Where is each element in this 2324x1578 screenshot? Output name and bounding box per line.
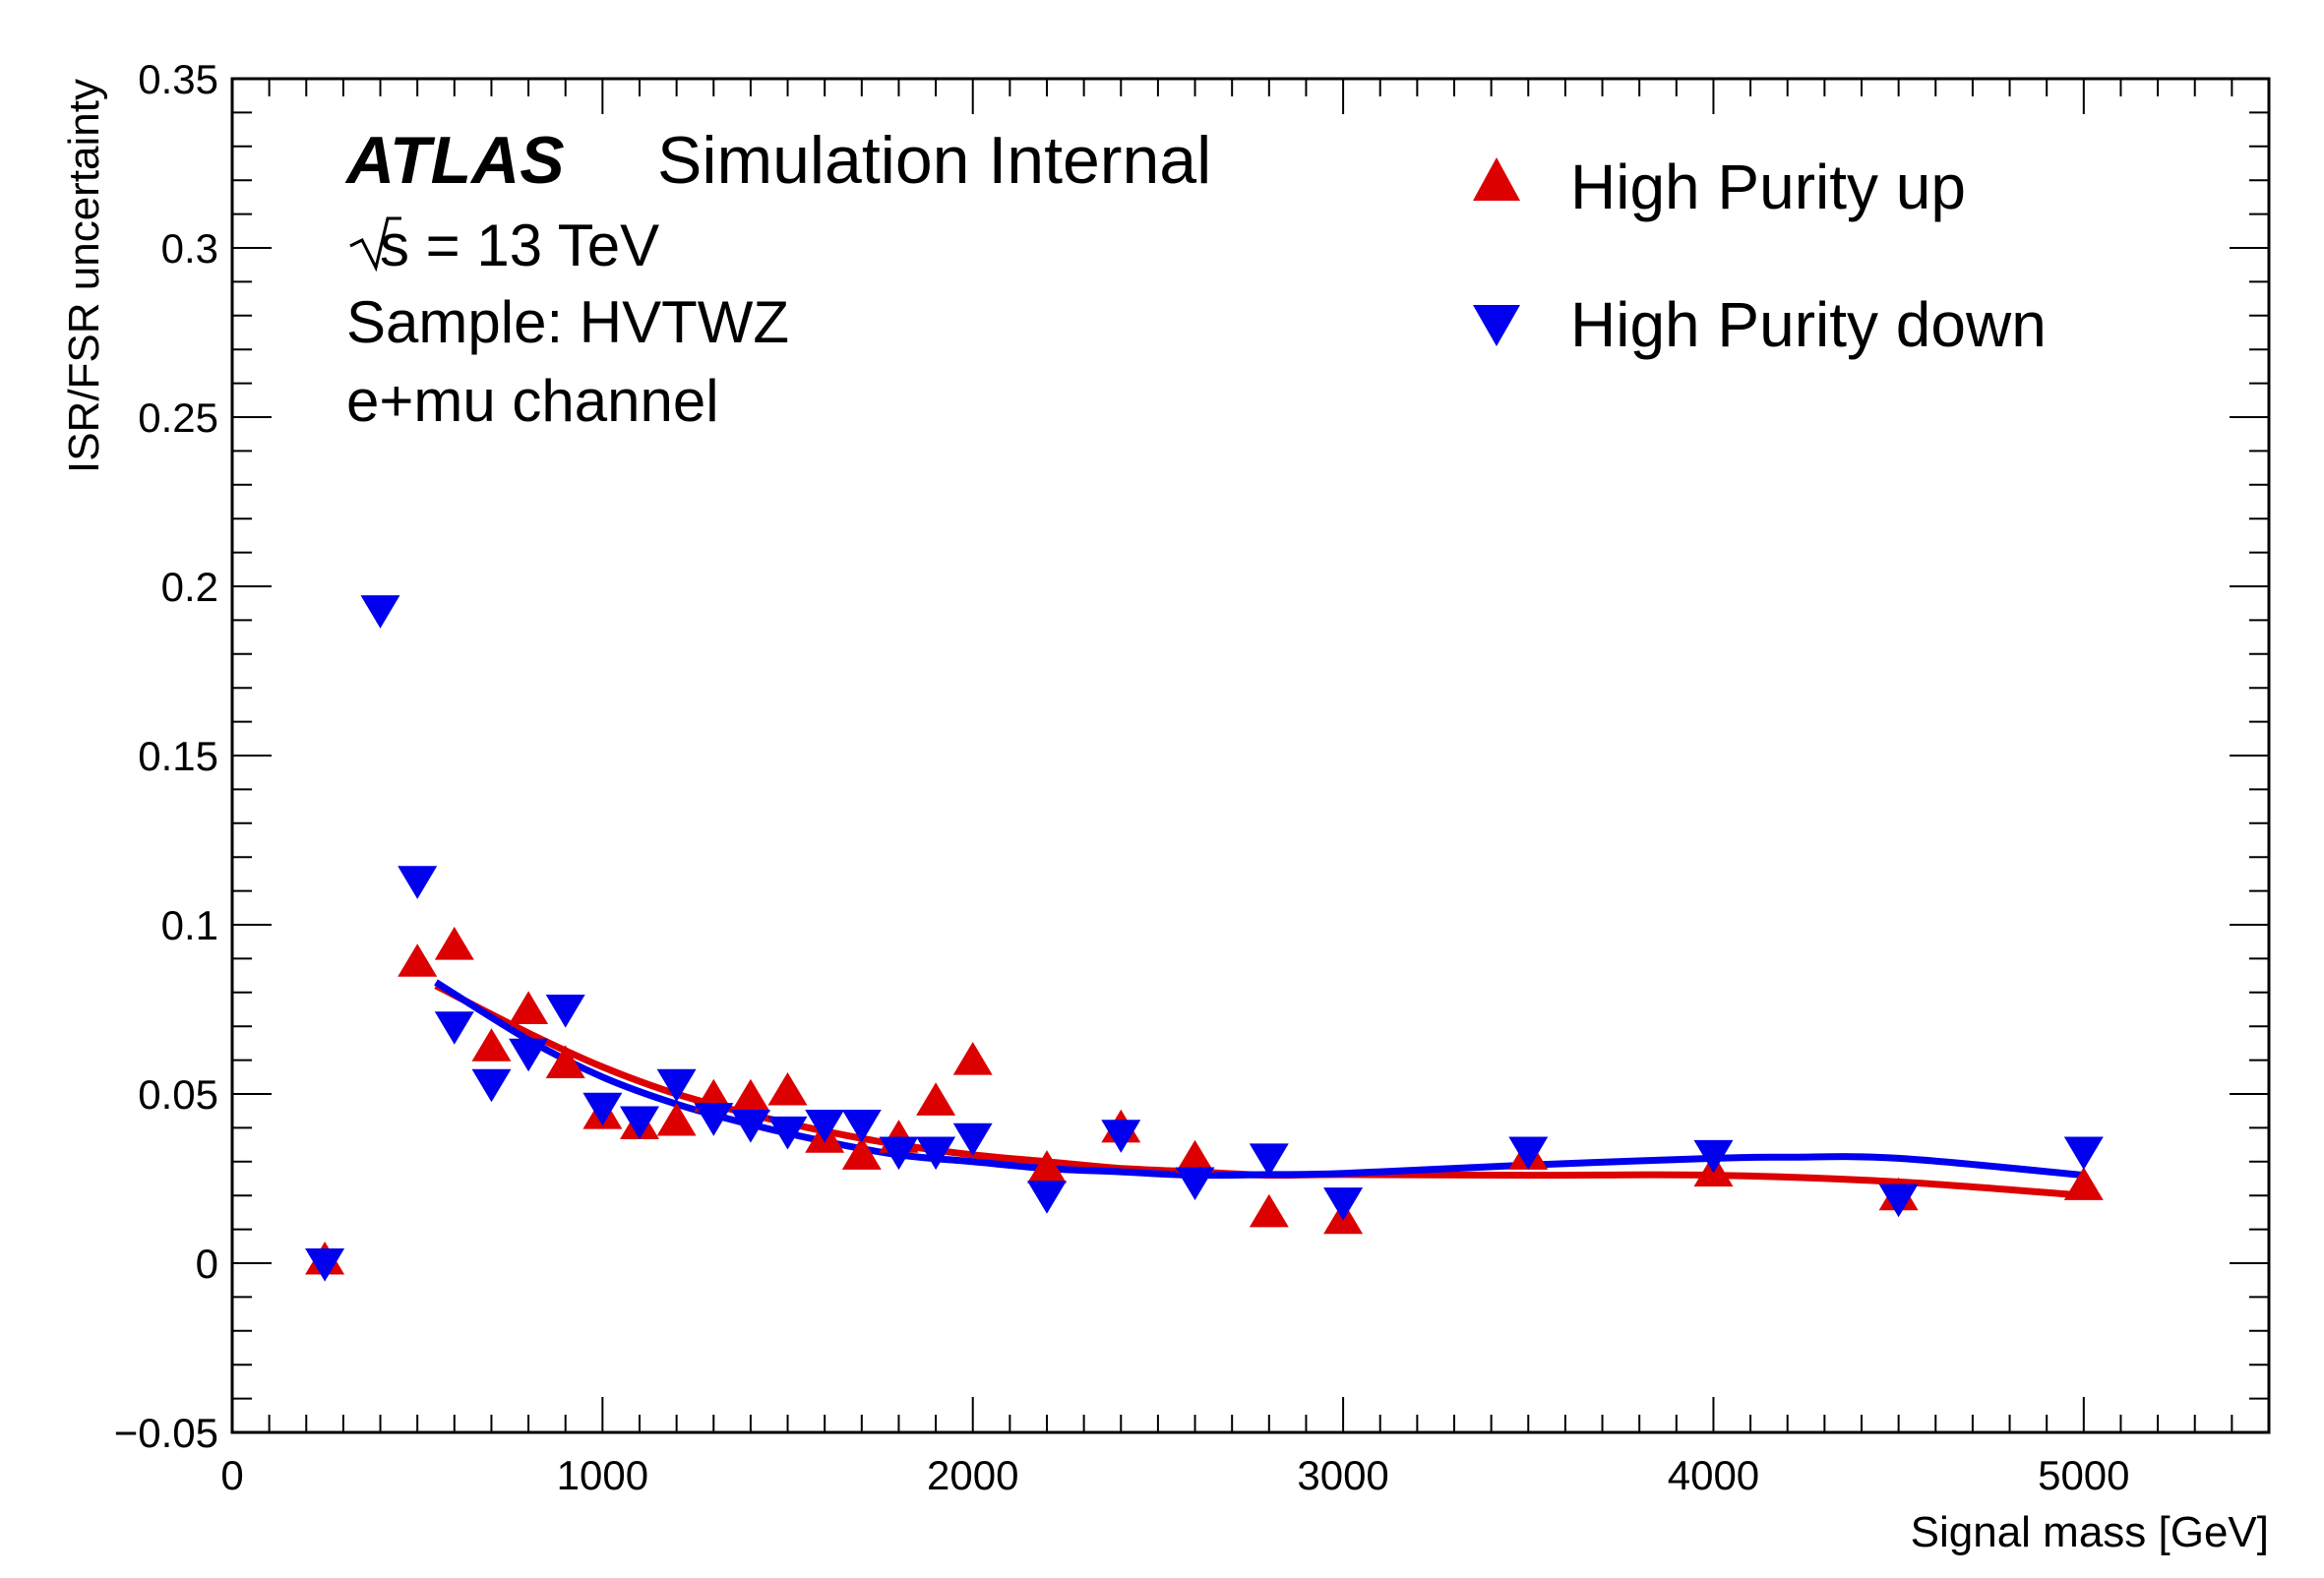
y-tick-label: 0.3 (161, 225, 218, 272)
data-point-down (841, 1110, 882, 1143)
data-point-down (767, 1116, 808, 1150)
y-tick-label: 0.1 (161, 902, 218, 948)
data-point-down (2063, 1136, 2104, 1171)
data-point-up (2063, 1167, 2104, 1200)
data-point-down (1323, 1187, 1364, 1221)
data-point-up (1249, 1193, 1289, 1228)
data-point-down (694, 1103, 734, 1136)
energy-label: s = 13 TeV (380, 212, 659, 278)
x-tick-label: 4000 (1668, 1452, 1759, 1498)
data-point-down (620, 1106, 659, 1140)
legend-marker-down (1473, 305, 1520, 346)
y-axis-title: ISR/FSR uncertainty (60, 79, 108, 473)
sqrt-symbol (349, 216, 401, 273)
data-point-down (305, 1248, 345, 1282)
data-point-down (360, 595, 400, 629)
data-point-down (1249, 1143, 1289, 1177)
data-point-up (1027, 1150, 1067, 1184)
data-point-down (730, 1110, 770, 1143)
data-point-down (879, 1136, 919, 1171)
y-tick-label: 0.15 (138, 733, 218, 779)
y-tick-label: 0.35 (138, 56, 218, 102)
legend-label-down: High Purity down (1570, 289, 2047, 360)
data-point-down (916, 1136, 956, 1171)
y-tick-label: 0 (196, 1241, 218, 1287)
atlas-status-label: Simulation Internal (657, 123, 1211, 198)
y-tick-label: 0.25 (138, 394, 218, 441)
atlas-label: ATLAS (344, 123, 565, 198)
data-point-down (805, 1110, 845, 1143)
data-point-down (434, 1011, 474, 1045)
data-point-up (1175, 1139, 1215, 1174)
data-point-down (1101, 1120, 1141, 1153)
data-point-up (434, 927, 474, 960)
axis-ticks (231, 78, 2270, 1433)
y-tick-label: 0.2 (161, 564, 218, 610)
data-point-up (730, 1078, 770, 1113)
data-point-up (952, 1042, 993, 1075)
data-point-up (398, 943, 438, 977)
channel-label: e+mu channel (346, 368, 719, 434)
data-point-down (398, 866, 438, 899)
data-point-up (471, 1028, 512, 1062)
x-tick-label: 1000 (557, 1452, 648, 1498)
data-point-down (952, 1123, 993, 1157)
data-point-up (656, 1102, 697, 1136)
plot-frame (230, 77, 2271, 1434)
x-tick-label: 5000 (2038, 1452, 2129, 1498)
data-point-up (545, 1045, 585, 1078)
tick-labels: 0 1000 2000 3000 4000 5000−0.0500.050.10.150.… (114, 56, 2130, 1498)
data-points (305, 595, 2104, 1282)
data-point-down (1508, 1136, 1549, 1171)
y-tick-label: −0.05 (114, 1410, 218, 1456)
legend: High Purity up High Purity down (1473, 152, 2047, 360)
data-point-up (841, 1136, 882, 1170)
x-tick-label: 3000 (1297, 1452, 1388, 1498)
fit-curve-down (434, 979, 2085, 1180)
legend-label-up: High Purity up (1570, 152, 1966, 222)
data-point-down (509, 1038, 549, 1072)
data-point-down (582, 1092, 623, 1126)
data-point-down (1878, 1184, 1919, 1218)
data-point-down (545, 995, 585, 1028)
atlas-annotation: ATLAS Simulation Internal s = 13 TeV Sam… (344, 123, 1211, 434)
data-point-up (916, 1082, 956, 1116)
data-point-down (471, 1068, 512, 1103)
y-tick-label: 0.05 (138, 1071, 218, 1118)
x-tick-label: 0 (220, 1452, 243, 1498)
data-point-up (509, 991, 549, 1024)
x-tick-label: 2000 (927, 1452, 1018, 1498)
data-point-down (656, 1068, 697, 1103)
x-axis-title: Signal mass [GeV] (1911, 1508, 2269, 1556)
data-point-up (767, 1072, 808, 1106)
data-point-down (1027, 1181, 1067, 1214)
sample-label: Sample: HVTWZ (346, 289, 789, 355)
data-point-down (1175, 1167, 1215, 1200)
legend-marker-up (1473, 157, 1520, 201)
data-point-down (1693, 1139, 1734, 1174)
